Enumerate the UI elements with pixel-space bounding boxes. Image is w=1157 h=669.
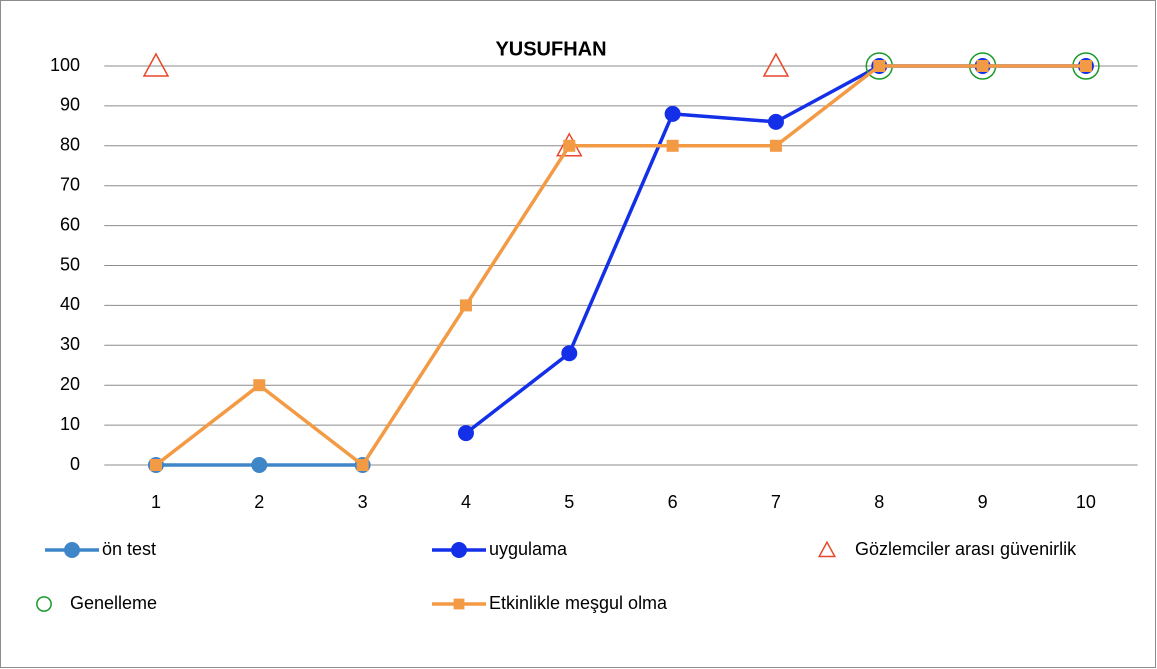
y-tick-label: 70 xyxy=(60,174,80,194)
marker xyxy=(142,52,170,77)
marker xyxy=(666,139,679,152)
marker xyxy=(767,113,784,130)
chart-title: YUSUFHAN xyxy=(495,38,606,60)
marker xyxy=(563,139,576,152)
marker xyxy=(459,299,472,312)
y-tick-label: 60 xyxy=(60,214,80,234)
x-tick-label: 10 xyxy=(1076,492,1096,512)
marker xyxy=(817,540,837,558)
y-tick-label: 10 xyxy=(60,414,80,434)
x-tick-label: 9 xyxy=(978,492,988,512)
legend-label: uygulama xyxy=(489,539,568,559)
x-tick-label: 4 xyxy=(461,492,471,512)
marker xyxy=(251,457,268,473)
y-tick-label: 90 xyxy=(60,95,80,115)
x-tick-label: 2 xyxy=(254,492,264,512)
marker xyxy=(769,139,782,152)
y-tick-label: 20 xyxy=(60,374,80,394)
marker xyxy=(561,345,578,362)
marker xyxy=(873,60,886,72)
y-tick-label: 40 xyxy=(60,294,80,314)
marker xyxy=(762,52,790,77)
marker xyxy=(453,598,465,610)
series-line xyxy=(154,64,1086,467)
legend-label: Etkinlikle meşgul olma xyxy=(489,593,668,613)
x-tick-label: 8 xyxy=(874,492,884,512)
marker xyxy=(1079,60,1092,72)
legend-label: Genelleme xyxy=(70,593,157,613)
marker xyxy=(36,596,52,612)
y-tick-label: 80 xyxy=(60,135,80,155)
legend-label: ön test xyxy=(102,539,156,559)
x-tick-label: 7 xyxy=(771,492,781,512)
x-tick-label: 6 xyxy=(668,492,678,512)
y-tick-label: 30 xyxy=(60,334,80,354)
marker xyxy=(664,105,681,122)
marker xyxy=(253,379,266,392)
marker xyxy=(149,459,162,471)
y-tick-label: 50 xyxy=(60,254,80,274)
marker xyxy=(64,542,80,558)
marker xyxy=(451,542,467,558)
x-tick-label: 1 xyxy=(151,492,161,512)
marker xyxy=(356,459,369,471)
x-tick-label: 3 xyxy=(358,492,368,512)
x-tick-label: 5 xyxy=(564,492,574,512)
y-tick-label: 0 xyxy=(70,454,80,474)
y-tick-label: 100 xyxy=(50,55,80,75)
legend-label: Gözlemciler arası güvenirlik xyxy=(855,539,1077,559)
marker xyxy=(457,425,474,442)
marker xyxy=(976,60,989,72)
